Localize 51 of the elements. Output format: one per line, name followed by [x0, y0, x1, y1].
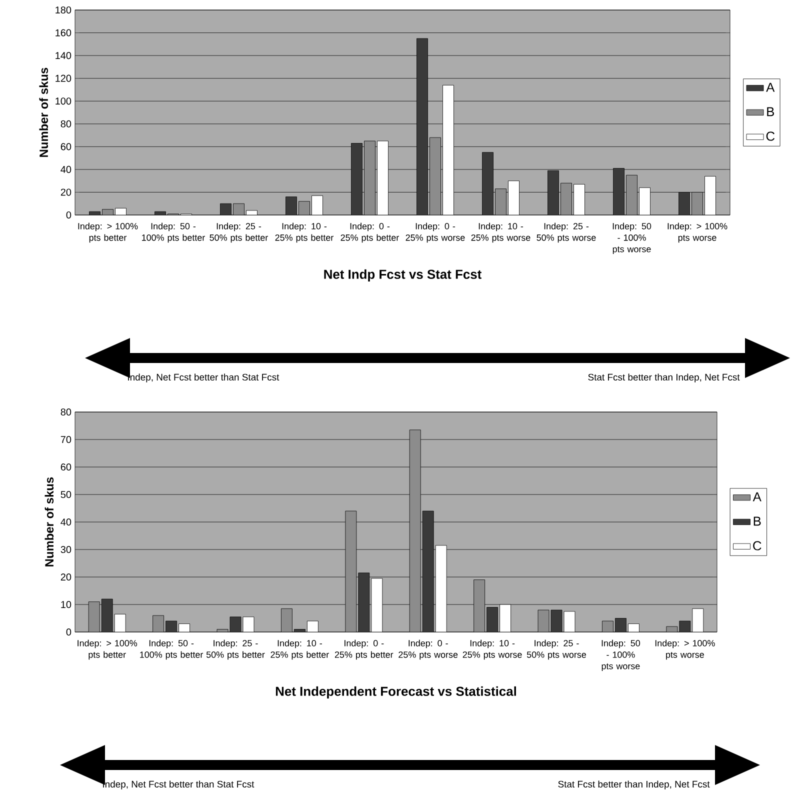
- y-tick-label: 120: [56, 74, 72, 82]
- x-tick-label: Indep: 25 - 50% pts better: [206, 640, 265, 660]
- x-tick-label: Indep: > 100% pts better: [78, 222, 138, 243]
- y-tick-label: 0: [66, 628, 72, 636]
- x-tick-label: Indep: 50 - 100% pts worse: [602, 640, 640, 672]
- y-tick-label: 10: [61, 600, 72, 608]
- x-tick-label: Indep: 25 - 50% pts worse: [526, 640, 586, 660]
- x-tick-label: Indep: 10 - 25% pts worse: [462, 640, 522, 660]
- text: Stat Fcst better than Indep, Net Fcst: [558, 780, 710, 790]
- y-tick-label: 60: [60, 463, 72, 471]
- x-tick-label: Indep: 10 - 25% pts better: [275, 222, 334, 243]
- y-axis-title: Number of skus: [39, 68, 48, 157]
- x-tick-label: Indep: 0 - 25% pts worse: [406, 222, 465, 243]
- x-tick-label: Indep: 25 - 50% pts better: [210, 222, 268, 243]
- x-tick-label: Indep: 25 - 50% pts worse: [536, 222, 596, 243]
- x-tick-label: Indep: > 100% pts better: [78, 640, 138, 660]
- legend-label: A: [766, 82, 775, 92]
- y-tick-label: 20: [60, 188, 72, 196]
- y-tick-label: 70: [60, 436, 72, 444]
- y-tick-label: 30: [60, 546, 72, 554]
- y-tick-label: 100: [56, 98, 72, 105]
- x-tick-label: Indep: 10 - 25% pts better: [270, 640, 329, 660]
- x-tick-label: Indep: 10 - 25% pts worse: [471, 222, 530, 243]
- x-axis-title: Net Indp Fcst vs Stat Fcst: [324, 269, 482, 282]
- y-axis-title: Number of skus: [44, 477, 54, 566]
- legend-label: C: [766, 132, 775, 141]
- x-tick-label: Indep: 0 - 25% pts better: [334, 640, 394, 660]
- x-tick-label: Indep: 0 - 25% pts better: [340, 222, 400, 243]
- y-tick-label: 80: [60, 120, 72, 128]
- y-tick-label: 140: [56, 52, 72, 60]
- y-tick-label: 80: [60, 408, 72, 416]
- x-tick-label: Indep: 50 - 100% pts worse: [612, 222, 652, 254]
- legend-label: A: [752, 492, 762, 502]
- y-tick-label: 50: [60, 490, 72, 498]
- legend-label: B: [767, 107, 774, 116]
- y-tick-label: 180: [56, 6, 72, 14]
- y-tick-label: 160: [56, 29, 72, 36]
- x-tick-label: Indep: 0 - 25% pts worse: [398, 640, 458, 660]
- y-tick-label: 60: [60, 143, 72, 150]
- text: Stat Fcst better than Indep, Net Fcst: [588, 374, 740, 382]
- legend-label: B: [754, 516, 761, 526]
- x-tick-label: Indep: 50 - 100% pts better: [142, 222, 205, 243]
- x-tick-label: Indep: > 100% pts worse: [668, 222, 728, 243]
- x-axis-title: Net Independent Forecast vs Statistical: [276, 686, 516, 698]
- y-tick-label: 40: [60, 518, 72, 526]
- legend-label: C: [753, 541, 762, 550]
- x-tick-label: Indep: > 100% pts worse: [655, 640, 715, 660]
- y-tick-label: 20: [60, 573, 72, 581]
- y-tick-label: 40: [60, 166, 72, 173]
- x-tick-label: Indep: 50 - 100% pts better: [140, 640, 204, 660]
- y-tick-label: 0: [66, 211, 72, 219]
